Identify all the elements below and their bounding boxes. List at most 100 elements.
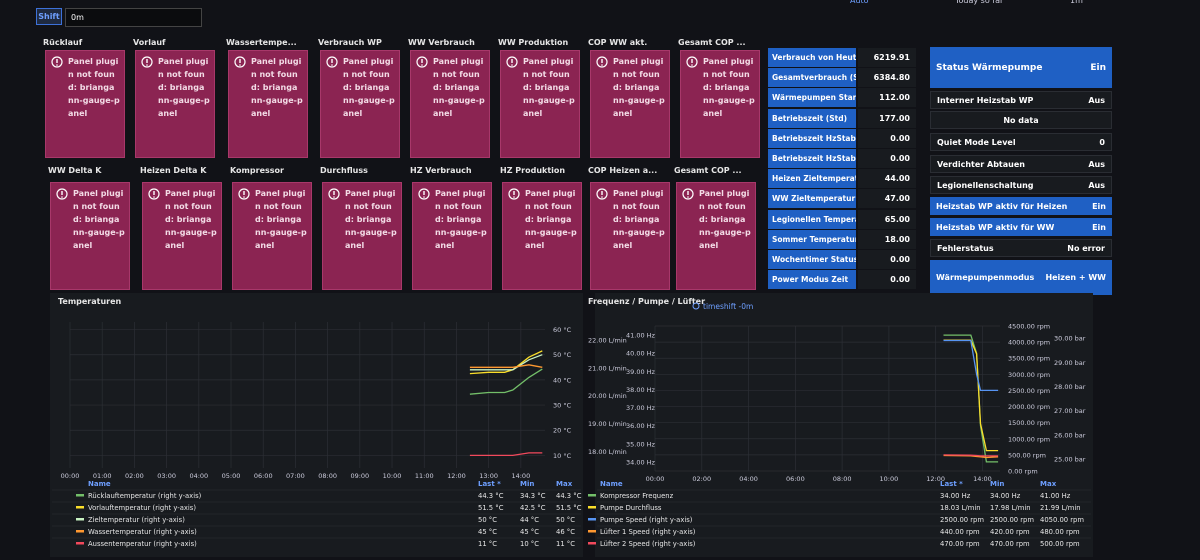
y-tick-label: 50 °C: [553, 351, 572, 359]
error-icon: [51, 56, 63, 68]
error-icon: [148, 188, 160, 200]
panel-title: Gesamt COP ...: [674, 166, 742, 175]
refresh-mode[interactable]: Auto: [850, 0, 869, 5]
y-tick-label: 39.00 Hz: [626, 368, 656, 376]
legend-name: Lüfter 2 Speed (right y-axis): [600, 540, 696, 548]
panel-title: Verbrauch WP: [318, 38, 382, 47]
icon-ring: [328, 188, 340, 200]
legend-stat: 34.00 Hz: [990, 492, 1021, 500]
stat-name: Gesamtverbrauch (S...: [768, 68, 856, 88]
legend-header: Name: [600, 480, 623, 488]
icon-dot: [56, 64, 58, 66]
y-tick-label: 30 °C: [553, 402, 572, 410]
x-tick-label: 08:00: [318, 472, 337, 480]
shift-label[interactable]: Shift: [36, 8, 62, 25]
legend-header: Max: [1040, 480, 1057, 488]
x-tick-label: 00:00: [646, 475, 665, 483]
y-tick-label: 10 °C: [553, 452, 572, 460]
y-tick-label: 20 °C: [553, 427, 572, 435]
x-tick-label: 08:00: [833, 475, 852, 483]
status-value: Ein: [1090, 62, 1106, 73]
status-title: Interner Heizstab WP: [937, 95, 1034, 105]
x-tick-label: 04:00: [739, 475, 758, 483]
legend-header: Last *: [940, 480, 963, 488]
status-value: Ein: [1092, 222, 1106, 232]
stat-value: 47.00: [858, 189, 916, 209]
refresh-interval[interactable]: 1m: [1070, 0, 1083, 5]
legend-swatch: [76, 530, 84, 533]
panel-title: HZ Produktion: [500, 166, 566, 175]
error-icon: [141, 56, 153, 68]
chart-panel: [50, 293, 583, 557]
y-tick-label: 22.00 L/min: [588, 336, 627, 344]
icon-dot: [513, 196, 515, 198]
status-title: Status Wärmepumpe: [936, 62, 1043, 73]
x-tick-label: 06:00: [254, 472, 273, 480]
error-icon: [416, 56, 428, 68]
legend-name: Zieltemperatur (right y-axis): [88, 516, 185, 524]
stat-value: 6219.91: [858, 48, 916, 67]
x-tick-label: 02:00: [692, 475, 711, 483]
stat-value: 0.00: [858, 250, 916, 269]
status-title: Heizstab WP aktiv für Heizen: [936, 201, 1068, 211]
x-tick-label: 05:00: [222, 472, 241, 480]
legend-stat: 51.5 °C: [556, 504, 582, 512]
legend-stat: 42.5 °C: [520, 504, 546, 512]
time-range[interactable]: Today so far: [955, 0, 1004, 5]
series-line: [469, 452, 543, 457]
y-tick-label: 4000.00 rpm: [1008, 339, 1050, 347]
y-tick-label: 38.00 Hz: [626, 386, 656, 394]
y-tick-label: 1000.00 rpm: [1008, 435, 1050, 443]
legend-swatch: [588, 518, 596, 521]
icon-ring: [686, 56, 698, 68]
error-icon: [596, 188, 608, 200]
status-panel: No data: [930, 111, 1112, 129]
panel-title: Gesamt COP ...: [678, 38, 746, 47]
icon-ring: [418, 188, 430, 200]
y-tick-label: 19.00 L/min: [588, 420, 627, 428]
legend-stat: 46 °C: [556, 528, 575, 536]
legend-stat: 44.3 °C: [478, 492, 504, 500]
panel-error: Panel plugin not found: briangann-gauge-…: [322, 182, 402, 290]
series-line: [943, 454, 999, 457]
stat-name: Sommer Temperatur ...: [768, 229, 856, 249]
stat-value: 177.00: [858, 108, 916, 128]
stat-name: Betriebszeit (Std): [768, 108, 856, 128]
icon-dot: [239, 64, 241, 66]
legend-stat: 470.00 rpm: [940, 540, 980, 548]
y-tick-label: 3000.00 rpm: [1008, 371, 1050, 379]
legend-name: Wassertemperatur (right y-axis): [88, 528, 197, 536]
x-tick-label: 09:00: [350, 472, 369, 480]
y-tick-label: 37.00 Hz: [626, 404, 656, 412]
panel-error: Panel plugin not found: briangann-gauge-…: [412, 182, 492, 290]
status-panel: Wärmepumpenmodus Heizen + WW: [930, 260, 1112, 295]
panel-error: Panel plugin not found: briangann-gauge-…: [320, 50, 400, 158]
legend-stat: 44.3 °C: [556, 492, 582, 500]
stat-name: WW Zieltemperatur (...: [768, 189, 856, 209]
panel-error: Panel plugin not found: briangann-gauge-…: [232, 182, 312, 290]
legend-stat: 21.99 L/min: [1040, 504, 1081, 512]
error-icon: [56, 188, 68, 200]
legend-stat: 11 °C: [478, 540, 497, 548]
legend-name: Kompressor Frequenz: [600, 492, 674, 500]
legend-stat: 41.00 Hz: [1040, 492, 1071, 500]
series-line: [943, 454, 999, 459]
x-tick-label: 04:00: [189, 472, 208, 480]
icon-ring: [234, 56, 246, 68]
legend-stat: 2500.00 rpm: [990, 516, 1034, 524]
legend-stat: 500.00 rpm: [1040, 540, 1080, 548]
y-tick-label: 40.00 Hz: [626, 350, 656, 358]
y-tick-label: 36.00 Hz: [626, 422, 656, 430]
status-value: 0: [1099, 137, 1105, 147]
legend-stat: 11 °C: [556, 540, 575, 548]
icon-ring: [148, 188, 160, 200]
shift-input[interactable]: 0m: [65, 8, 202, 27]
status-value: Heizen + WW: [1045, 273, 1106, 282]
clock-icon: [692, 302, 700, 310]
icon-dot: [243, 196, 245, 198]
x-tick-label: 00:00: [61, 472, 80, 480]
stat-name: Legionellen Tempera...: [768, 209, 856, 229]
legend-stat: 18.03 L/min: [940, 504, 981, 512]
